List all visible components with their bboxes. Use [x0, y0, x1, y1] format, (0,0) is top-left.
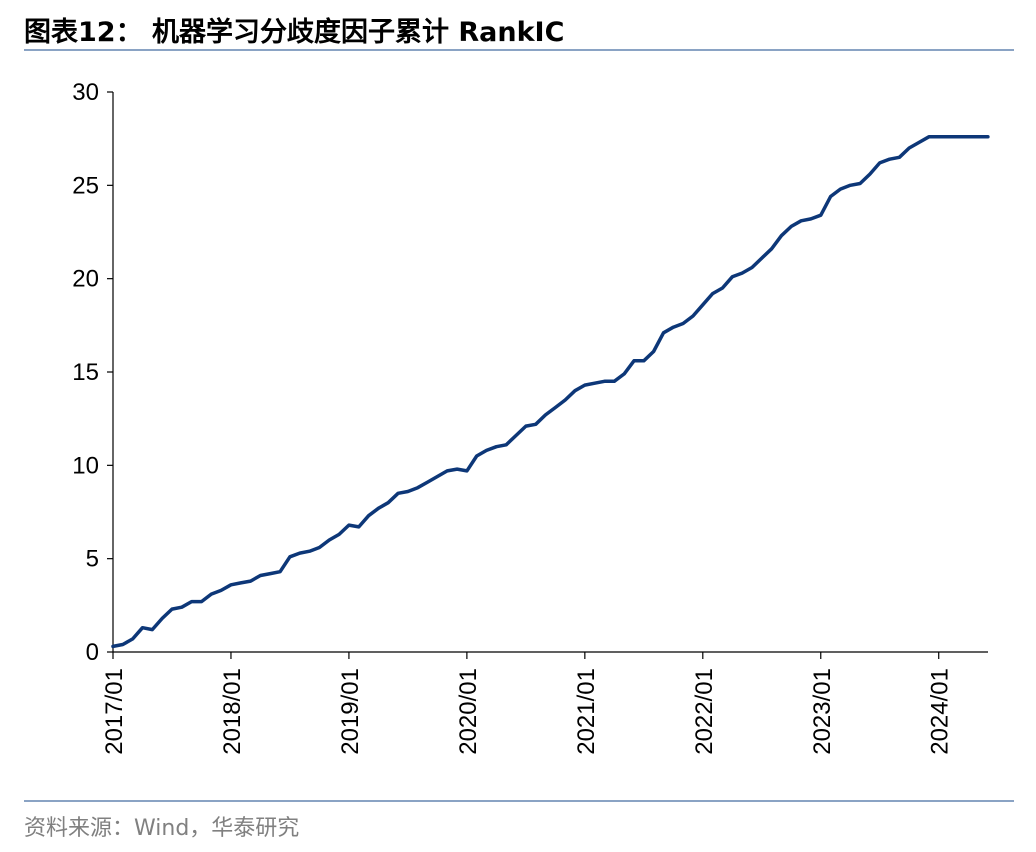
footer-divider — [24, 800, 1014, 802]
y-tick-label: 30 — [72, 79, 99, 106]
series-line — [111, 135, 990, 649]
y-tick-label: 20 — [72, 266, 99, 293]
x-tick-label: 2017/01 — [101, 668, 128, 755]
source-note: 资料来源：Wind，华泰研究 — [24, 816, 300, 841]
line-chart: 0 5 10 15 20 25 30 2017/01 2018/01 2019/01 2020/01… — [72, 79, 990, 755]
x-tick-label: 2020/01 — [455, 668, 482, 755]
title-divider — [24, 49, 1014, 51]
y-tick-label: 0 — [86, 639, 99, 666]
y-tick-label: 15 — [72, 359, 99, 386]
x-tick-label: 2021/01 — [573, 668, 600, 755]
y-tick-label: 10 — [72, 452, 99, 479]
y-tick-label: 25 — [72, 172, 99, 199]
x-tick-label: 2022/01 — [691, 668, 718, 755]
x-tick-label: 2018/01 — [219, 668, 246, 755]
x-tick-label: 2019/01 — [337, 668, 364, 755]
y-tick-label: 5 — [86, 546, 99, 573]
x-tick-label: 2024/01 — [927, 668, 954, 755]
x-tick-label: 2023/01 — [809, 668, 836, 755]
chart-title: 图表12： 机器学习分歧度因子累计 RankIC — [24, 17, 565, 48]
